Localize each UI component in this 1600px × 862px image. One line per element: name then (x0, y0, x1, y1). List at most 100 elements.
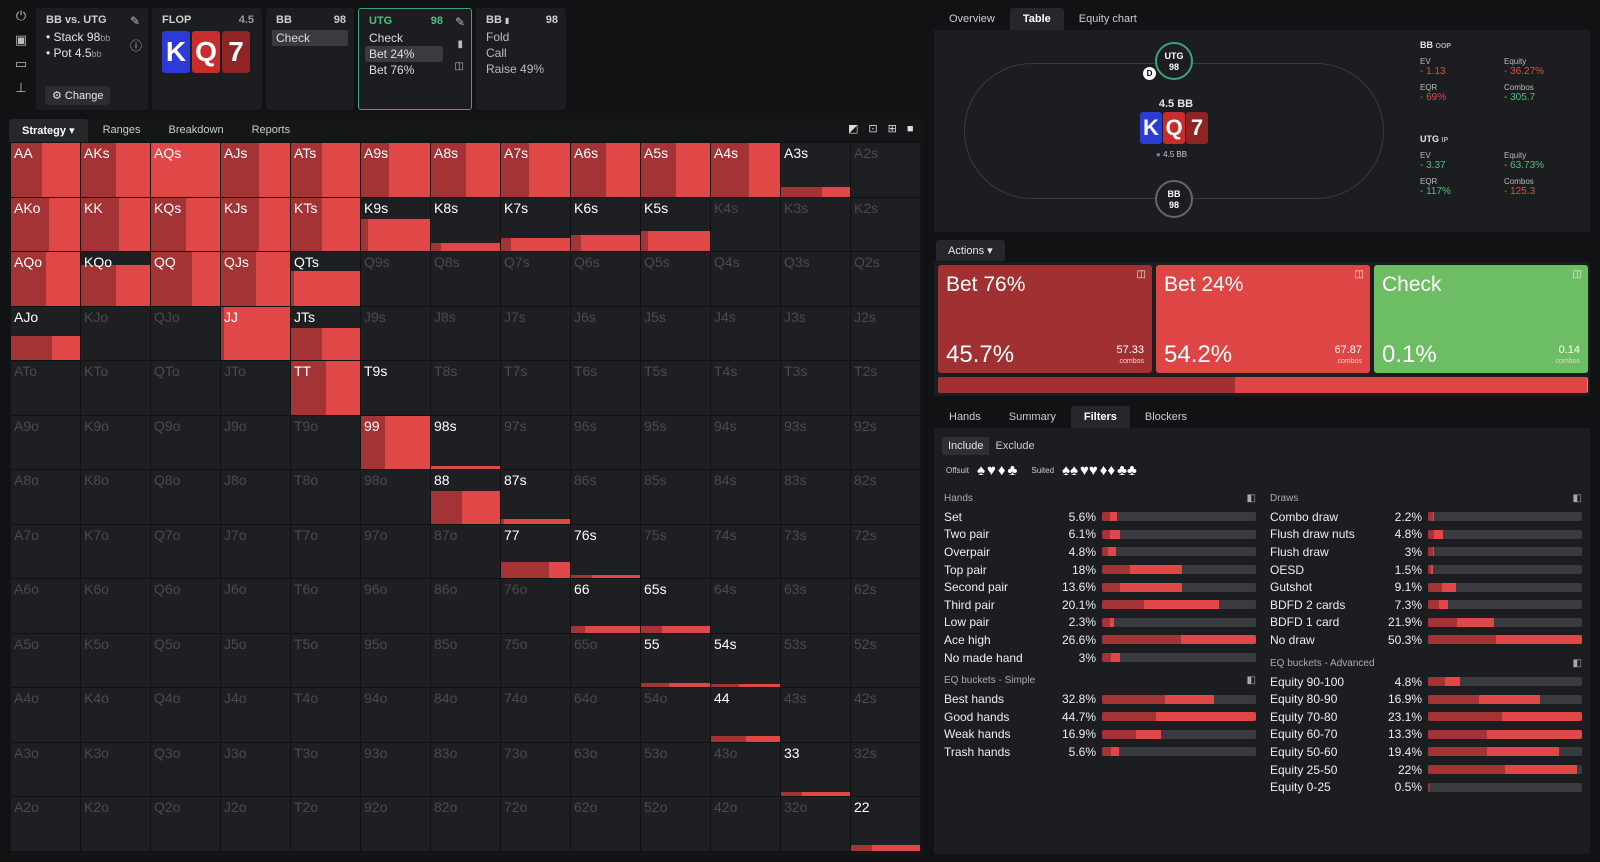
utg-option-bet-24[interactable]: Bet 24% (365, 46, 443, 62)
hand-cell-kqs[interactable]: KQs (151, 197, 221, 252)
hand-cell-ajs[interactable]: AJs (221, 143, 291, 198)
hand-cell-k6o[interactable]: K6o (81, 579, 151, 634)
hand-cell-63s[interactable]: 63s (781, 579, 851, 634)
hand-cell-j5o[interactable]: J5o (221, 633, 291, 688)
hand-cell-qq[interactable]: QQ (151, 252, 221, 307)
hand-cell-j2s[interactable]: J2s (851, 306, 921, 361)
hand-cell-97s[interactable]: 97s (501, 415, 571, 470)
hand-cell-98o[interactable]: 98o (361, 470, 431, 525)
hand-cell-t2s[interactable]: T2s (851, 361, 921, 416)
hand-cell-43s[interactable]: 43s (781, 688, 851, 743)
bb-option-fold[interactable]: Fold (486, 30, 510, 44)
hand-cell-aqs[interactable]: AQs (151, 143, 221, 198)
tab-filters[interactable]: Filters (1070, 406, 1130, 428)
action-box-check[interactable]: Check ◫ 0.1% 0.14 combos (1374, 265, 1588, 373)
hand-cell-k2s[interactable]: K2s (851, 197, 921, 252)
hand-cell-92s[interactable]: 92s (851, 415, 921, 470)
hand-cell-93o[interactable]: 93o (361, 742, 431, 797)
exclude-button[interactable]: Exclude (995, 440, 1035, 452)
hand-cell-q3o[interactable]: Q3o (151, 742, 221, 797)
hand-cell-65o[interactable]: 65o (571, 633, 641, 688)
hand-cell-q6o[interactable]: Q6o (151, 579, 221, 634)
utg-action-box[interactable]: UTG 98 Check Bet 24% Bet 76% ✎ ▮ ◫ (358, 8, 472, 110)
hand-cell-a5o[interactable]: A5o (11, 633, 81, 688)
filter-row-bdfd-2-cards[interactable]: BDFD 2 cards 7.3% (1270, 596, 1582, 614)
hand-cell-kqo[interactable]: KQo (81, 252, 151, 307)
hand-cell-84s[interactable]: 84s (711, 470, 781, 525)
hand-cell-t7o[interactable]: T7o (291, 524, 361, 579)
hand-cell-83s[interactable]: 83s (781, 470, 851, 525)
hand-cell-t8o[interactable]: T8o (291, 470, 361, 525)
hand-cell-q9s[interactable]: Q9s (361, 252, 431, 307)
hand-cell-22[interactable]: 22 (851, 797, 921, 852)
hand-cell-q5o[interactable]: Q5o (151, 633, 221, 688)
hand-cell-j6s[interactable]: J6s (571, 306, 641, 361)
hand-cell-j6o[interactable]: J6o (221, 579, 291, 634)
tab-reports[interactable]: Reports (251, 124, 291, 136)
hand-cell-q7o[interactable]: Q7o (151, 524, 221, 579)
expand-icon[interactable]: ◫ (1354, 269, 1364, 280)
hand-cell-72s[interactable]: 72s (851, 524, 921, 579)
power-icon[interactable]: ⏻ (15, 8, 27, 23)
bb-option-call[interactable]: Call (486, 46, 507, 60)
hand-cell-a2o[interactable]: A2o (11, 797, 81, 852)
hand-cell-jto[interactable]: JTo (221, 361, 291, 416)
bb-option-raise[interactable]: Raise 49% (486, 62, 545, 76)
hand-cell-k8s[interactable]: K8s (431, 197, 501, 252)
hand-cell-a6s[interactable]: A6s (571, 143, 641, 198)
hand-cell-tt[interactable]: TT (291, 361, 361, 416)
change-button[interactable]: ⚙ Change (45, 86, 111, 105)
filter-row-no-made-hand[interactable]: No made hand 3% (944, 649, 1256, 667)
hand-cell-73s[interactable]: 73s (781, 524, 851, 579)
hand-cell-75o[interactable]: 75o (501, 633, 571, 688)
hand-cell-t9s[interactable]: T9s (361, 361, 431, 416)
hand-cell-k6s[interactable]: K6s (571, 197, 641, 252)
hand-cell-k3o[interactable]: K3o (81, 742, 151, 797)
filter-row-equity-60-70[interactable]: Equity 60-70 13.3% (1270, 726, 1582, 744)
filter-row-good-hands[interactable]: Good hands 44.7% (944, 708, 1256, 726)
hand-cell-76s[interactable]: 76s (571, 524, 641, 579)
suited-diamond-icon[interactable]: ♦♦ (1099, 462, 1116, 479)
hand-cell-q2s[interactable]: Q2s (851, 252, 921, 307)
filter-row-best-hands[interactable]: Best hands 32.8% (944, 690, 1256, 708)
filter-row-combo-draw[interactable]: Combo draw 2.2% (1270, 508, 1582, 526)
lock-icon[interactable]: ▮ (457, 39, 463, 50)
hand-cell-k4s[interactable]: K4s (711, 197, 781, 252)
save-icon[interactable]: ▣ (14, 32, 28, 47)
hand-cell-qto[interactable]: QTo (151, 361, 221, 416)
hand-cell-63o[interactable]: 63o (571, 742, 641, 797)
hand-cell-t3s[interactable]: T3s (781, 361, 851, 416)
suited-heart-icon[interactable]: ♥♥ (1079, 462, 1098, 479)
suited-club-icon[interactable]: ♣♣ (1117, 462, 1137, 479)
bb-check-option[interactable]: Check (272, 30, 348, 46)
filter-row-no-draw[interactable]: No draw 50.3% (1270, 631, 1582, 649)
action-box-bet-76-[interactable]: Bet 76% ◫ 45.7% 57.33 combos (938, 265, 1152, 373)
hand-cell-ato[interactable]: ATo (11, 361, 81, 416)
hand-cell-94o[interactable]: 94o (361, 688, 431, 743)
align-icon[interactable]: ⊥ (15, 80, 27, 95)
filter-row-weak-hands[interactable]: Weak hands 16.9% (944, 726, 1256, 744)
hand-cell-jts[interactable]: JTs (291, 306, 361, 361)
filter-row-equity-50-60[interactable]: Equity 50-60 19.4% (1270, 743, 1582, 761)
hand-cell-94s[interactable]: 94s (711, 415, 781, 470)
hand-cell-t7s[interactable]: T7s (501, 361, 571, 416)
hand-cell-aa[interactable]: AA (11, 143, 81, 198)
hand-cell-97o[interactable]: 97o (361, 524, 431, 579)
hand-cell-q7s[interactable]: Q7s (501, 252, 571, 307)
hand-cell-a4o[interactable]: A4o (11, 688, 81, 743)
hand-cell-92o[interactable]: 92o (361, 797, 431, 852)
hand-cell-q8s[interactable]: Q8s (431, 252, 501, 307)
utg-option-check[interactable]: Check (369, 31, 404, 45)
hand-cell-32s[interactable]: 32s (851, 742, 921, 797)
filter-row-flush-draw-nuts[interactable]: Flush draw nuts 4.8% (1270, 526, 1582, 544)
hand-cell-t5o[interactable]: T5o (291, 633, 361, 688)
hand-cell-84o[interactable]: 84o (431, 688, 501, 743)
collapse-icon[interactable]: ◧ (1572, 657, 1582, 669)
hand-cell-t3o[interactable]: T3o (291, 742, 361, 797)
hand-cell-93s[interactable]: 93s (781, 415, 851, 470)
expand-icon[interactable]: ◫ (1136, 269, 1146, 280)
hand-cell-k4o[interactable]: K4o (81, 688, 151, 743)
club-icon[interactable]: ♣ (1007, 462, 1018, 479)
hand-cell-q9o[interactable]: Q9o (151, 415, 221, 470)
hand-cell-t5s[interactable]: T5s (641, 361, 711, 416)
